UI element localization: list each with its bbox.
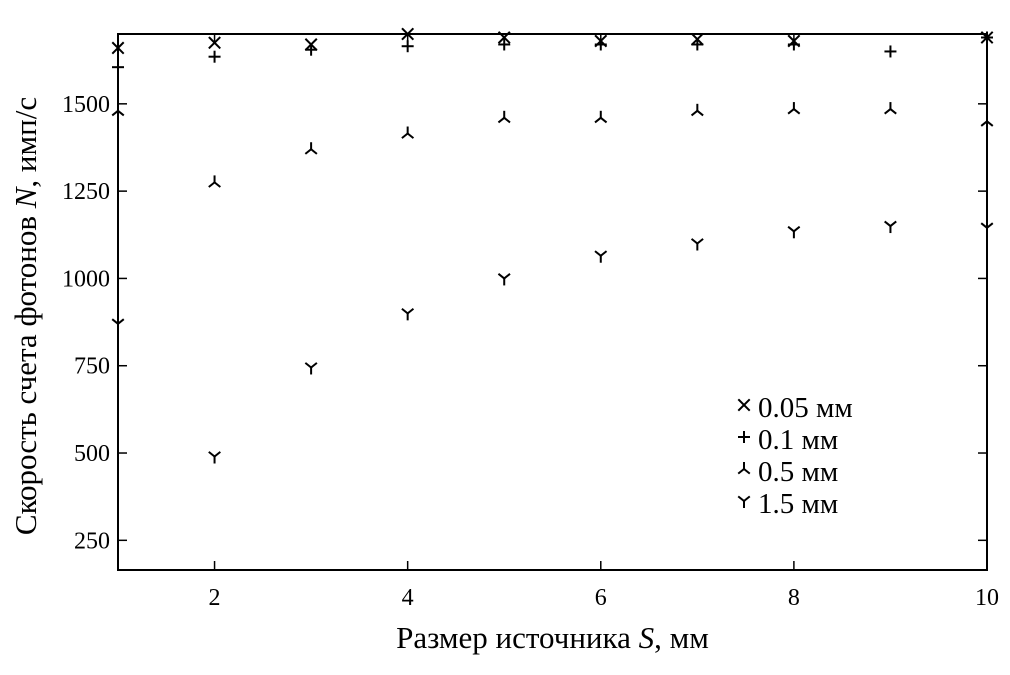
data-point-series-1 (208, 50, 221, 63)
axis-ticks (118, 34, 988, 570)
data-point-series-3 (690, 238, 704, 251)
legend-marker-1 (738, 431, 750, 443)
data-point-series-1 (787, 38, 800, 51)
data-point-series-2 (980, 114, 994, 127)
data-point-series-0 (497, 31, 511, 44)
data-point-series-1 (401, 40, 414, 53)
data-point-series-3 (497, 273, 511, 286)
data-point-series-1 (112, 61, 124, 74)
x-axis-title: Размер источника S, мм (396, 620, 709, 655)
data-point-series-3 (401, 307, 415, 321)
data-point-series-1 (594, 38, 607, 51)
legend-marker-0 (737, 398, 751, 412)
data-point-series-2 (884, 102, 897, 115)
data-point-series-1 (981, 31, 993, 44)
data-point-series-3 (884, 220, 897, 234)
data-point-series-2 (401, 126, 415, 139)
data-point-series-2 (111, 103, 125, 117)
data-point-series-0 (401, 27, 415, 41)
data-point-series-2 (304, 142, 318, 155)
y-tick-label: 1000 (62, 266, 110, 292)
data-point-series-0 (111, 41, 125, 55)
data-point-series-3 (208, 451, 221, 464)
legend-label-0: 0.05 мм (758, 392, 853, 424)
data-point-series-2 (208, 175, 221, 188)
data-markers (111, 27, 994, 464)
data-point-series-2 (690, 103, 704, 117)
plot-frame (117, 33, 988, 571)
legend: 0.05 мм0.1 мм0.5 мм1.5 мм (737, 392, 853, 520)
legend-label-2: 0.5 мм (758, 456, 838, 488)
x-tick-label: 10 (975, 585, 999, 611)
y-tick-label: 1250 (62, 179, 110, 205)
data-point-series-1 (498, 38, 511, 51)
y-tick-label: 750 (74, 354, 110, 380)
data-point-series-1 (305, 43, 318, 56)
y-axis-title: Скорость счета фотонов N, имп/с (8, 97, 43, 535)
y-tick-label: 1500 (62, 92, 110, 118)
data-point-series-3 (594, 250, 608, 263)
legend-label-3: 1.5 мм (758, 488, 838, 520)
legend-marker-2 (737, 462, 751, 475)
axis-tick-labels: 2 4 6 8 10 250 500 750 1000 1250 1500 (62, 92, 999, 611)
data-point-series-2 (594, 110, 608, 124)
data-point-series-2 (497, 110, 511, 124)
x-tick-label: 2 (209, 585, 221, 611)
data-point-series-2 (787, 102, 801, 115)
legend-label-1: 0.1 мм (758, 424, 838, 456)
data-point-series-3 (304, 362, 318, 375)
data-point-series-1 (884, 45, 897, 58)
legend-marker-3 (737, 495, 751, 508)
data-point-series-3 (111, 318, 125, 331)
x-tick-label: 8 (788, 585, 800, 611)
x-tick-label: 6 (595, 585, 607, 611)
x-tick-label: 4 (402, 585, 414, 611)
data-point-series-0 (208, 36, 221, 50)
data-point-series-3 (787, 225, 801, 239)
y-tick-label: 250 (74, 528, 110, 554)
data-point-series-1 (691, 38, 704, 51)
y-tick-label: 500 (74, 441, 110, 467)
data-point-series-3 (980, 222, 994, 235)
